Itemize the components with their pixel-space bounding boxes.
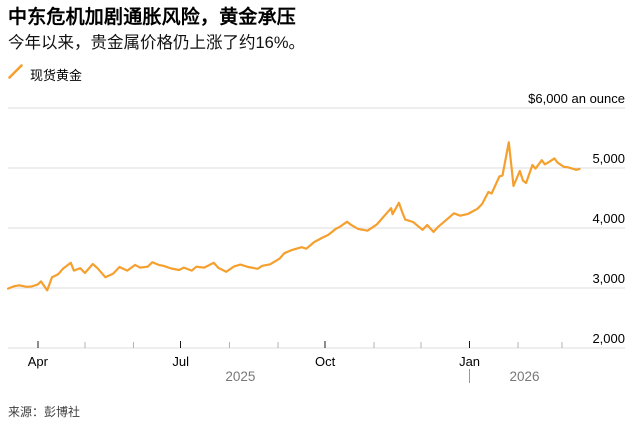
price-line [6,141,581,292]
chart-header: 中东危机加剧通胀风险，黄金承压 今年以来，贵金属价格仍上涨了约16%。 [8,5,628,55]
page-title: 中东危机加剧通胀风险，黄金承压 [8,7,297,28]
x-tick-label: Jan [459,354,480,369]
y-axis-label: $6,000 an ounce [528,91,625,106]
y-axis-label: 3,000 [592,271,625,286]
legend: 现货黄金 [8,64,82,84]
y-axis-label: 5,000 [592,151,625,166]
source-label: 来源：彭博社 [8,405,81,419]
x-tick-label: Jul [172,354,189,369]
x-tick-label: Apr [28,354,49,369]
y-axis-label: 4,000 [592,211,625,226]
legend-label: 现货黄金 [30,67,83,83]
year-label: 2026 [509,369,539,384]
diagonal-line-icon [8,64,23,84]
x-tick-label: Oct [315,354,336,369]
year-label: 2025 [225,369,255,384]
y-axis-label: 2,000 [592,331,625,346]
page-subtitle: 今年以来，贵金属价格仍上涨了约16%。 [8,34,306,52]
